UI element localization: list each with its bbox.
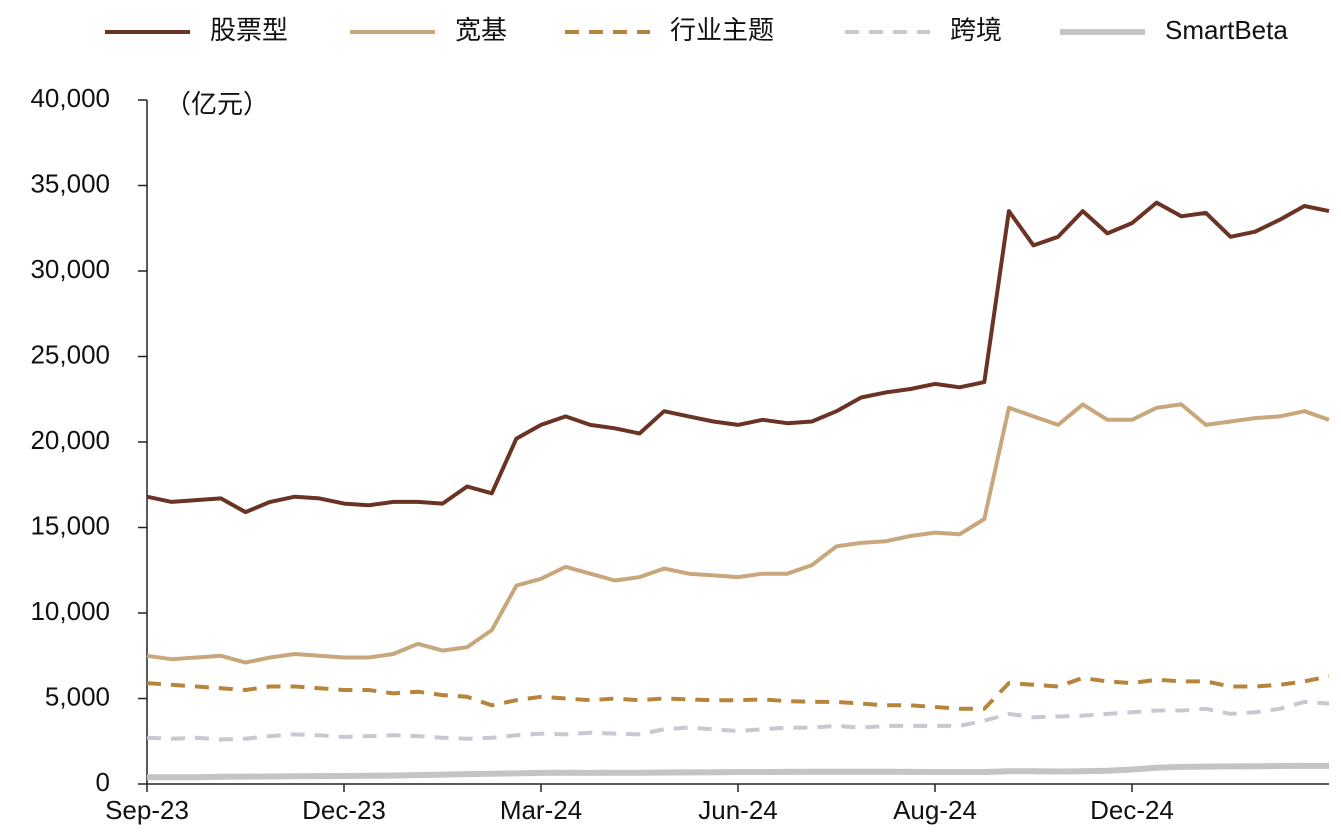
series-line (146, 674, 1330, 711)
y-tick-label: 25,000 (30, 339, 110, 369)
series-line (146, 402, 1330, 665)
legend-label: SmartBeta (1165, 15, 1288, 45)
y-tick-label: 5,000 (45, 681, 110, 711)
series-line (146, 699, 1330, 742)
series-line (147, 762, 1329, 781)
x-tick-label: Aug-24 (893, 795, 977, 825)
x-tick-label: Dec-23 (302, 795, 386, 825)
y-tick-label: 40,000 (30, 83, 110, 113)
legend-label: 行业主题 (670, 15, 774, 45)
y-tick-label: 10,000 (30, 596, 110, 626)
legend-label: 股票型 (210, 15, 288, 45)
x-tick-label: Jun-24 (698, 795, 778, 825)
x-tick-label: Dec-24 (1090, 795, 1174, 825)
y-axis-unit: （亿元） (165, 89, 269, 119)
legend-label: 宽基 (455, 15, 507, 45)
y-tick-label: 30,000 (30, 254, 110, 284)
y-tick-label: 20,000 (30, 425, 110, 455)
x-tick-label: Mar-24 (500, 795, 582, 825)
y-tick-label: 35,000 (30, 168, 110, 198)
series-line (146, 200, 1330, 515)
legend-label: 跨境 (950, 15, 1002, 45)
x-tick-label: Sep-23 (105, 795, 189, 825)
y-tick-label: 0 (96, 767, 110, 797)
y-tick-label: 15,000 (30, 510, 110, 540)
